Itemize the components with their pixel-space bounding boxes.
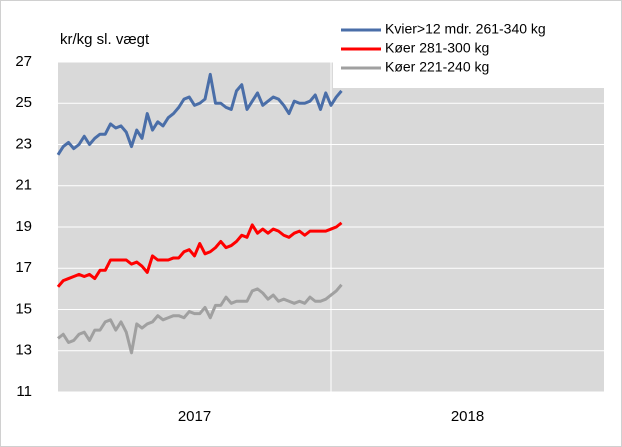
series-line (56, 72, 343, 156)
legend-text: Kvier>12 mdr. 261-340 kg (385, 21, 546, 37)
series-line (57, 283, 343, 355)
y-axis-label: kr/kg sl. vægt (60, 31, 150, 48)
y-tick-label: 15 (15, 300, 32, 317)
y-tick-label: 21 (15, 177, 32, 194)
x-tick-label: 2017 (178, 408, 211, 425)
legend-box (333, 14, 604, 88)
y-tick-label: 19 (15, 218, 32, 235)
y-tick-label: 11 (16, 383, 32, 400)
x-tick-label: 2018 (451, 408, 484, 425)
y-tick-label: 25 (15, 94, 32, 111)
y-tick-label: 17 (15, 259, 32, 276)
legend-text: Køer 281-300 kg (385, 40, 489, 56)
series-line (56, 221, 343, 288)
legend-text: Køer 221-240 kg (385, 59, 489, 75)
y-tick-label: 13 (15, 342, 32, 359)
y-tick-label: 27 (15, 53, 32, 70)
y-tick-label: 23 (15, 135, 32, 152)
